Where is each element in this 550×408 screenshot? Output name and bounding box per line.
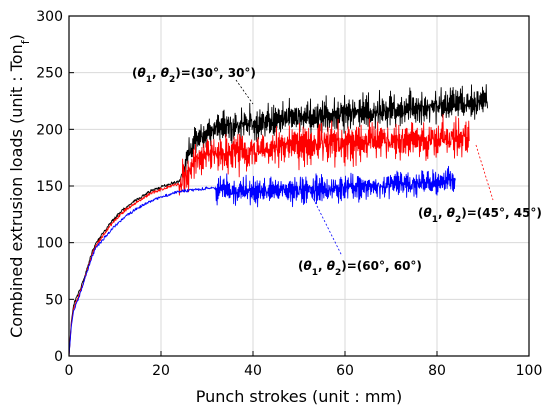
x-axis-label: Punch strokes (unit : mm): [196, 387, 402, 406]
grid-lines: [69, 16, 529, 356]
x-tick-label-3: 60: [336, 363, 354, 379]
axis-ticks: 0 20 40 60 80 100 0 50 100 150 200 250 300: [36, 9, 542, 379]
series-line-0: [68, 84, 489, 357]
x-tick-label-4: 80: [428, 363, 446, 379]
y-tick-label-2: 100: [36, 236, 63, 252]
y-axis-label: Combined extrusion loads (unit : Tonf): [7, 34, 32, 338]
x-tick-label-5: 100: [516, 363, 543, 379]
series-line-2: [68, 165, 456, 357]
annotation-60-60: (θ1, θ2)=(60°, 60°): [298, 259, 422, 278]
y-tick-label-3: 150: [36, 179, 63, 195]
x-tick-label-0: 0: [65, 363, 74, 379]
leader-45-45: [475, 144, 494, 201]
annotation-45-45: (θ1, θ2)=(45°, 45°): [418, 206, 542, 225]
leader-30-30: [235, 79, 254, 105]
y-tick-label-1: 50: [45, 292, 63, 308]
y-tick-label-5: 250: [36, 66, 63, 82]
x-tick-label-2: 40: [244, 363, 262, 379]
annotation-leaders: [235, 79, 494, 257]
annotation-30-30: (θ1, θ2)=(30°, 30°): [132, 66, 256, 85]
series-group: [68, 84, 489, 357]
y-tick-label-6: 300: [36, 9, 63, 25]
leader-60-60: [307, 187, 343, 257]
series-line-1: [68, 113, 470, 357]
x-tick-label-1: 20: [152, 363, 170, 379]
y-tick-label-4: 200: [36, 122, 63, 138]
y-tick-label-0: 0: [54, 349, 63, 365]
